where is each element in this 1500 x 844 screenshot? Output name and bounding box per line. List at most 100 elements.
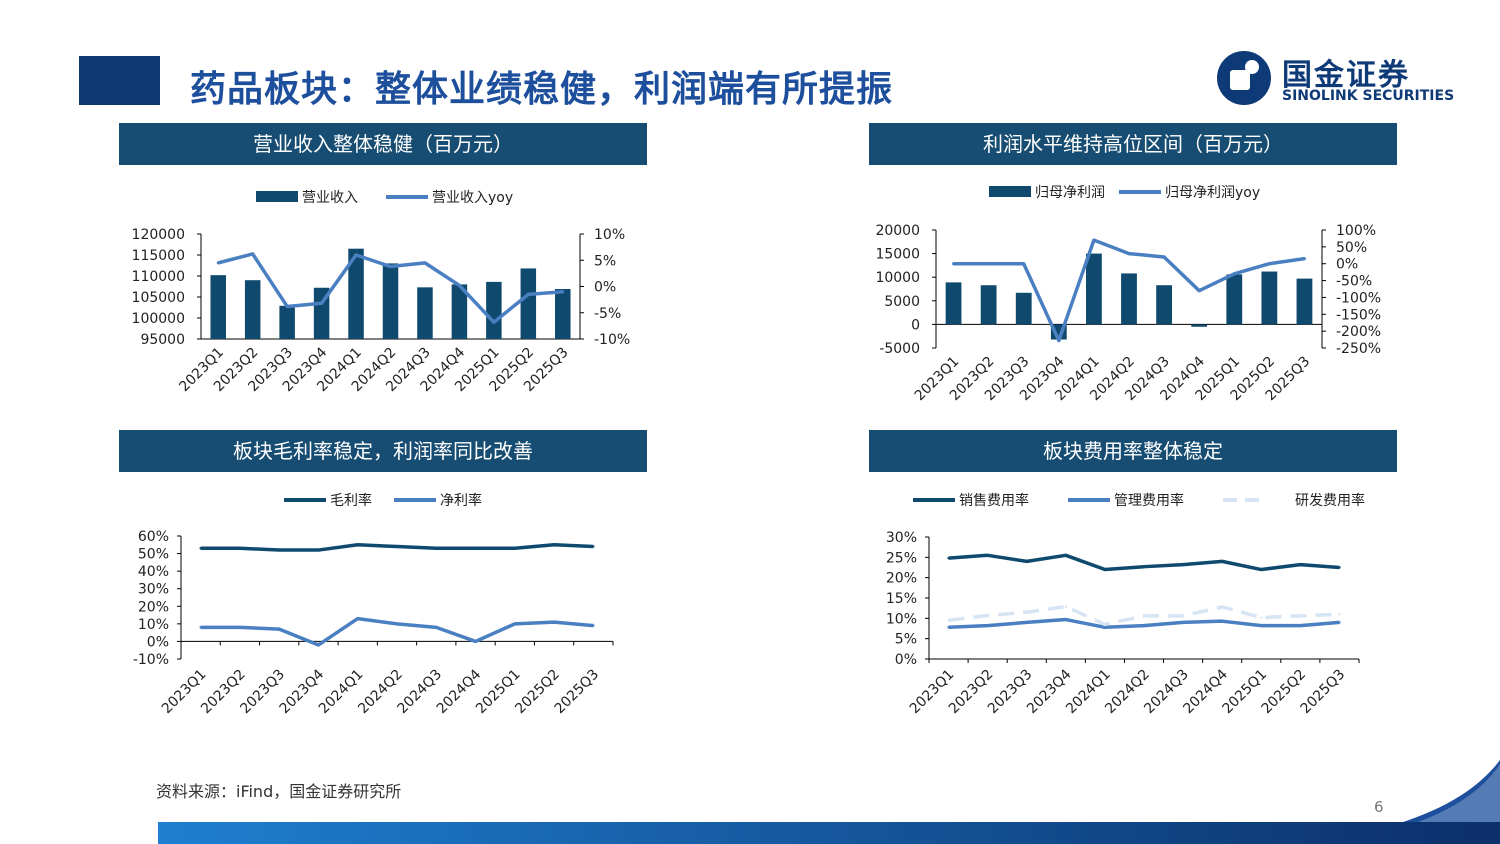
bar-2024Q3 <box>417 287 433 339</box>
y-tick-label: 20% <box>886 571 917 587</box>
bottom-band <box>158 822 1500 844</box>
y-tick-label: 0% <box>895 652 917 668</box>
series-point-2-2023Q2 <box>986 614 989 617</box>
logo-en-name: SINOLINK SECURITIES <box>1282 88 1455 104</box>
y-right-tick-label: 10% <box>594 227 625 243</box>
y-left-tick-label: 100000 <box>132 311 185 327</box>
series-point-1-2024Q2 <box>395 622 399 626</box>
bar-2023Q3 <box>279 305 295 339</box>
y-right-tick-label: 100% <box>1336 223 1376 239</box>
yoy-point-2025Q1 <box>1232 272 1236 276</box>
series-point-0-2023Q4 <box>1064 554 1068 557</box>
y-tick-label: 20% <box>138 599 169 615</box>
y-tick-label: 30% <box>138 582 169 598</box>
y-tick-label: 60% <box>138 529 169 545</box>
series-point-0-2025Q2 <box>1299 563 1302 566</box>
y-right-tick-label: 50% <box>1336 240 1367 256</box>
y-right-tick-label: -10% <box>594 332 630 348</box>
bar-2025Q3 <box>1296 278 1313 325</box>
series-point-1-2024Q1 <box>356 617 359 620</box>
series-point-1-2024Q3 <box>435 626 438 629</box>
series-point-1-2025Q3 <box>592 624 595 627</box>
legend-bar-label: 归母净利润 <box>1035 184 1105 201</box>
yoy-point-2023Q3 <box>285 304 289 308</box>
y-left-tick-label: 120000 <box>132 227 185 243</box>
yoy-point-2025Q3 <box>561 290 565 294</box>
series-point-1-2025Q2 <box>552 620 556 624</box>
bar-2024Q2 <box>1121 273 1137 325</box>
series-point-2-2024Q2 <box>1142 614 1146 618</box>
series-point-2-2023Q1 <box>947 619 950 622</box>
legend-label: 管理费用率 <box>1114 492 1184 509</box>
series-point-1-2023Q4 <box>317 643 320 647</box>
y-right-tick-label: -200% <box>1336 324 1381 340</box>
series-point-0-2025Q3 <box>592 545 595 548</box>
y-left-tick-label: -5000 <box>879 341 920 357</box>
profit-chart-svg: 归母净利润 归母净利润yoy 20000 15000 10000 5000 0 -5000 10… <box>875 184 1381 404</box>
series-point-2-2023Q3 <box>1025 611 1028 614</box>
series-point-0-2024Q2 <box>1142 565 1146 568</box>
yoy-point-2025Q1 <box>492 320 496 324</box>
yoy-point-2024Q4 <box>457 283 461 287</box>
y-tick-label: 30% <box>886 530 917 546</box>
revenue-panel-header: 营业收入整体稳健（百万元） <box>119 123 647 165</box>
series-point-0-2023Q4 <box>317 548 320 552</box>
bar-2024Q2 <box>382 263 399 339</box>
y-left-tick-label: 110000 <box>132 269 185 285</box>
series-point-2-2025Q2 <box>1299 614 1302 618</box>
y-right-tick-label: -5% <box>594 306 621 322</box>
y-tick-label: -10% <box>133 652 169 668</box>
y-tick-label: 10% <box>138 617 169 633</box>
series-point-1-2024Q4 <box>1220 619 1224 623</box>
legend-line-label: 营业收入yoy <box>432 190 513 206</box>
series-point-0-2025Q1 <box>1260 568 1263 571</box>
yoy-point-2024Q2 <box>389 265 392 269</box>
y-right-tick-label: 5% <box>594 253 616 269</box>
y-tick-label: 0% <box>147 634 169 650</box>
y-left-tick-label: 20000 <box>875 223 920 239</box>
yoy-point-2023Q2 <box>987 262 991 266</box>
legend-label: 毛利率 <box>330 492 372 509</box>
yoy-point-2024Q1 <box>354 253 358 257</box>
series-point-1-2024Q2 <box>1142 624 1146 627</box>
bar-2024Q1 <box>1086 253 1102 325</box>
bar-2023Q1 <box>945 282 962 325</box>
series-point-0-2024Q4 <box>474 547 477 550</box>
series-point-2-2023Q4 <box>1064 605 1068 608</box>
bar-2023Q3 <box>1015 292 1032 325</box>
series-point-0-2024Q1 <box>356 543 359 546</box>
yoy-point-2024Q3 <box>1162 255 1166 259</box>
legend-bar-label: 营业收入 <box>302 190 358 206</box>
legend-bar-swatch <box>989 186 1031 197</box>
series-point-0-2024Q2 <box>395 545 399 548</box>
yoy-point-2024Q3 <box>423 261 427 265</box>
series-point-1-2023Q2 <box>986 624 989 627</box>
y-tick-label: 15% <box>886 591 917 607</box>
series-point-2-2024Q4 <box>1220 605 1224 609</box>
expense-chart-svg: 销售费用率 管理费用率 研发费用率30%25%20%15%10%5%0%2023Q1… <box>886 492 1365 717</box>
y-left-tick-label: 105000 <box>132 290 185 306</box>
expense-chart: 销售费用率 管理费用率 研发费用率 30% 25% 20% 15% 10% 5% 0% 2023Q1… <box>869 482 1397 732</box>
yoy-point-2023Q4 <box>1057 339 1061 343</box>
y-left-tick-label: 10000 <box>875 270 920 286</box>
series-point-0-2024Q1 <box>1103 568 1107 571</box>
series-point-0-2025Q3 <box>1338 566 1341 569</box>
y-left-tick-label: 0 <box>911 317 920 333</box>
yoy-point-2023Q2 <box>251 252 255 256</box>
series-point-1-2023Q3 <box>1025 621 1028 624</box>
y-right-tick-label: -150% <box>1336 307 1381 323</box>
series-point-2-2025Q3 <box>1338 613 1341 616</box>
legend-label: 研发费用率 <box>1295 492 1365 509</box>
series-point-0-2023Q1 <box>947 556 950 560</box>
y-tick-label: 10% <box>886 611 917 627</box>
series-point-1-2023Q1 <box>947 626 950 629</box>
sinolink-logo: 国金证券 SINOLINK SECURITIES <box>1216 50 1476 106</box>
title-accent-bar <box>79 56 160 105</box>
series-point-1-2023Q1 <box>199 626 202 629</box>
legend-line-label: 归母净利润yoy <box>1165 184 1260 201</box>
y-left-tick-label: 95000 <box>140 332 185 348</box>
series-point-1-2025Q1 <box>1260 624 1263 627</box>
yoy-point-2024Q4 <box>1197 289 1201 293</box>
bar-2025Q3 <box>555 289 571 339</box>
legend-bar-swatch <box>256 191 298 202</box>
